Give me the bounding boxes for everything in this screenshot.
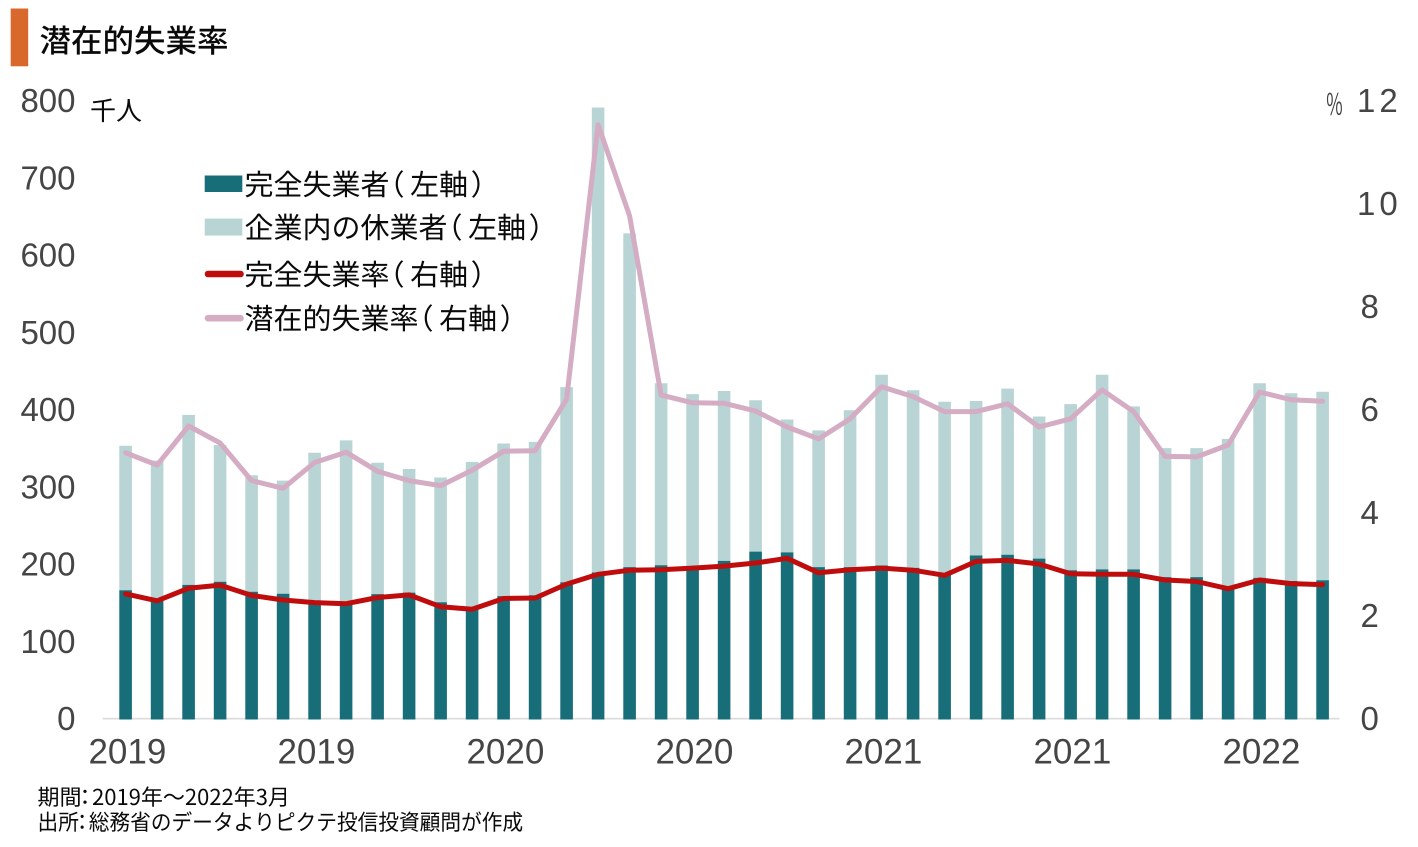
- svg-text:2: 2: [1361, 597, 1379, 634]
- svg-text:6: 6: [1361, 391, 1379, 428]
- svg-text:500: 500: [20, 314, 75, 351]
- svg-text:0: 0: [1361, 700, 1379, 737]
- svg-text:300: 300: [20, 468, 75, 505]
- svg-text:2019: 2019: [277, 733, 355, 772]
- svg-text:2021: 2021: [1033, 733, 1111, 772]
- svg-text:2022: 2022: [1222, 733, 1300, 772]
- svg-text:2019: 2019: [88, 733, 166, 772]
- svg-text:2021: 2021: [844, 733, 922, 772]
- svg-text:400: 400: [20, 391, 75, 428]
- svg-text:8: 8: [1361, 288, 1379, 325]
- svg-text:600: 600: [20, 237, 75, 274]
- svg-text:700: 700: [20, 159, 75, 196]
- svg-text:2020: 2020: [466, 733, 544, 772]
- svg-text:2020: 2020: [655, 733, 733, 772]
- svg-text:4: 4: [1361, 494, 1379, 531]
- svg-text:100: 100: [20, 623, 75, 660]
- svg-text:800: 800: [20, 82, 75, 119]
- svg-text:12: 12: [1357, 82, 1402, 119]
- svg-text:200: 200: [20, 546, 75, 583]
- svg-text:10: 10: [1357, 185, 1402, 222]
- svg-text:0: 0: [57, 700, 75, 737]
